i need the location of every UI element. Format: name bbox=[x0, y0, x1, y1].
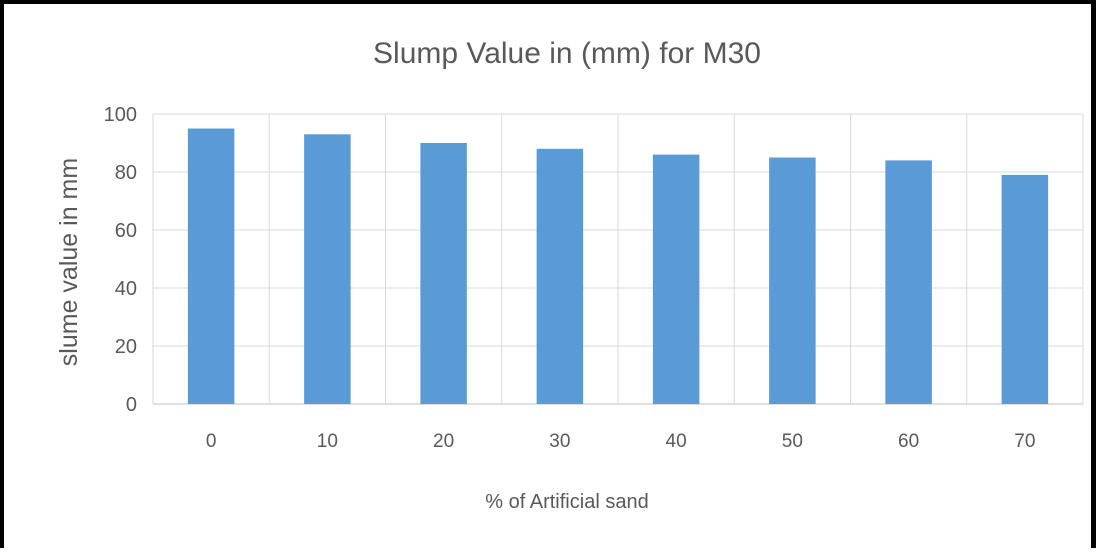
bar bbox=[769, 157, 816, 404]
x-tick-label: 60 bbox=[898, 431, 919, 452]
bar bbox=[885, 160, 932, 404]
bar bbox=[187, 128, 235, 404]
y-tick-label: 20 bbox=[115, 336, 137, 358]
x-tick-labels: 0 10 20 30 40 50 60 70 bbox=[206, 431, 1036, 452]
y-tick-label: 80 bbox=[115, 162, 137, 184]
y-axis-title: slume value in mm bbox=[55, 158, 83, 366]
x-tick-label: 40 bbox=[666, 431, 687, 452]
y-tick-label: 40 bbox=[115, 278, 137, 300]
gridlines bbox=[152, 113, 1084, 405]
x-tick-label: 70 bbox=[1014, 431, 1035, 452]
bar bbox=[420, 143, 467, 404]
y-tick-labels: 0 20 40 60 80 100 bbox=[104, 104, 137, 416]
chart-title: Slump Value in (mm) for M30 bbox=[373, 37, 761, 70]
bars bbox=[187, 128, 1049, 405]
y-tick-label: 100 bbox=[104, 104, 137, 126]
x-axis-title: % of Artificial sand bbox=[485, 491, 648, 513]
x-tick-label: 20 bbox=[433, 431, 454, 452]
bar-chart: Slump Value in (mm) for M30 020406080100… bbox=[55, 37, 1084, 513]
x-tick-label: 10 bbox=[317, 431, 338, 452]
y-tick-label: 0 bbox=[126, 394, 137, 416]
bar bbox=[1001, 174, 1049, 404]
x-tick-label: 0 bbox=[206, 431, 217, 452]
x-tick-label: 30 bbox=[549, 431, 570, 452]
bar bbox=[652, 154, 700, 404]
bar bbox=[536, 148, 584, 404]
bar bbox=[304, 134, 351, 405]
y-tick-label: 60 bbox=[115, 220, 137, 242]
x-tick-label: 50 bbox=[782, 431, 803, 452]
